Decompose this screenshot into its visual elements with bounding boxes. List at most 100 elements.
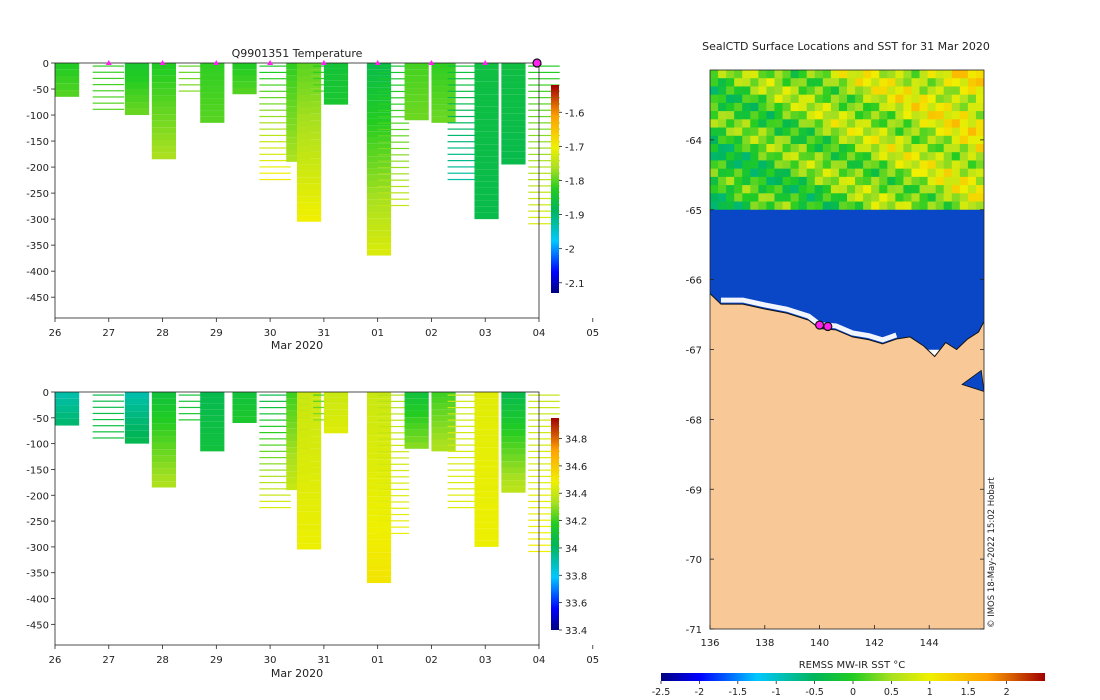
profile-17-cell [474, 100, 499, 107]
profile-12-cell [366, 125, 392, 132]
sst-cell [855, 193, 864, 203]
sst-cell [943, 78, 953, 88]
sst-cell [798, 135, 808, 145]
profile-17-cell [474, 460, 499, 467]
profile-5-cell [200, 68, 225, 75]
profile-1-line [92, 425, 125, 427]
profile-4-line [178, 71, 211, 73]
sst-cell [919, 70, 929, 79]
profile-0-cell [55, 398, 80, 406]
profile-4-line [178, 406, 211, 409]
profile-11-cell [323, 427, 349, 434]
sst-cell [838, 127, 848, 137]
profile-17-cell [474, 181, 499, 188]
sst-cell [935, 160, 945, 170]
sst-cell [855, 102, 864, 112]
profile-7 [259, 394, 291, 509]
profile-9-cell [297, 442, 322, 449]
profile-17-cell [474, 416, 499, 423]
sst-cell [750, 111, 759, 120]
profile-18-cell [501, 448, 526, 455]
profile-12-cell [366, 509, 392, 516]
profile-13-line [377, 185, 410, 188]
sst-cell [863, 152, 872, 162]
sst-cell [830, 176, 840, 186]
sst-cell [766, 176, 776, 186]
profile-14-cell [404, 429, 429, 437]
sst-cell [742, 78, 751, 88]
profile-16-line [447, 97, 480, 99]
sst-cell [758, 185, 768, 194]
profile-9-cell [297, 473, 322, 481]
profile-2-cell [124, 424, 150, 431]
map-title: SealCTD Surface Locations and SST for 31… [702, 40, 990, 53]
profile-2-cell [124, 430, 150, 438]
y-tick-label: -300 [26, 543, 49, 554]
profile-11-cell [323, 92, 349, 99]
profile-18-cell [501, 63, 526, 70]
profile-9-cell [297, 183, 322, 190]
sst-colorbar-tick-label: 1.5 [961, 687, 976, 698]
sst-cell [710, 185, 719, 194]
profile-19 [528, 394, 560, 553]
sst-cell [798, 78, 808, 88]
sst-cell [718, 102, 727, 112]
sst-cell [879, 119, 888, 129]
profile-12-cell [366, 168, 392, 175]
sst-cell [758, 143, 768, 153]
sst-cell [766, 185, 776, 194]
sst-cell [782, 193, 792, 203]
sst-cell [927, 70, 937, 79]
sst-cell [710, 193, 719, 203]
profile-13-line [377, 122, 410, 124]
map-x-tick-label: 136 [700, 638, 719, 649]
sst-cell [774, 94, 784, 104]
profile-17-cell [474, 137, 499, 145]
profile-12-cell [366, 558, 392, 565]
profile-12-cell [366, 174, 392, 182]
profile-16-line [447, 166, 480, 168]
sst-cell [911, 176, 921, 186]
sst-cell [726, 135, 735, 145]
profile-19-line [528, 166, 560, 168]
profile-12-cell [366, 224, 392, 231]
profile-5-cell [200, 74, 225, 81]
x-tick-label: 31 [318, 655, 331, 666]
sst-cell [766, 94, 776, 104]
sst-cell [806, 160, 816, 170]
profile-0-cell [55, 90, 80, 97]
sst-cell [742, 193, 751, 203]
profile-18-cell [501, 454, 526, 462]
sst-cell [782, 185, 792, 194]
profile-12-cell [366, 422, 392, 429]
sst-cell [935, 70, 945, 79]
colorbar-tick-label: 33.4 [565, 626, 587, 637]
sst-cell [959, 111, 969, 120]
sst-cell [927, 143, 937, 153]
sst-cell [710, 78, 719, 88]
sst-colorbar-tick-label: -2 [695, 687, 704, 698]
sst-cell [718, 135, 727, 145]
sst-cell [919, 119, 929, 129]
sst-cell [734, 135, 743, 145]
sst-cell [710, 127, 719, 137]
profile-11-cell [323, 68, 349, 75]
sst-cell [871, 86, 880, 96]
profile-14-cell [404, 101, 429, 108]
sst-cell [710, 201, 719, 211]
seal-locations [814, 320, 833, 332]
sst-cell [935, 193, 945, 203]
sst-cell [718, 78, 727, 88]
sst-cell [718, 152, 727, 162]
sst-cell [750, 102, 759, 112]
sst-cell [822, 143, 832, 153]
sst-cell [710, 111, 719, 120]
sst-cell [830, 94, 840, 104]
sst-cell [863, 201, 872, 211]
profile-13-line [377, 400, 410, 402]
sst-cell [798, 127, 808, 137]
profile-16-line [447, 84, 480, 86]
sst-cell [871, 94, 880, 104]
profile-12 [366, 392, 392, 584]
sst-cell [782, 135, 792, 145]
